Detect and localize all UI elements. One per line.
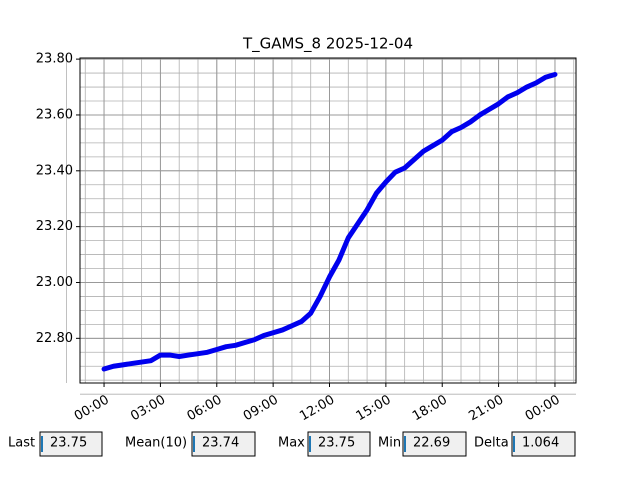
y-tick-label: 22.80 xyxy=(36,331,73,346)
stat-box xyxy=(307,431,371,457)
stat-label: Delta xyxy=(474,436,509,451)
stat-box xyxy=(191,431,256,457)
data-line xyxy=(101,71,558,372)
x-tick-label: 00:00 xyxy=(523,393,563,425)
x-tick-label: 06:00 xyxy=(185,393,225,425)
stat-label: Min xyxy=(378,436,401,451)
stat-value: 23.75 xyxy=(50,436,87,451)
stat-value: 22.69 xyxy=(413,436,450,451)
stat-value: 23.74 xyxy=(202,436,239,451)
stat-value: 1.064 xyxy=(522,436,559,451)
x-tick-label: 21:00 xyxy=(466,393,506,425)
x-tick-label: 00:00 xyxy=(72,393,112,425)
stat-box xyxy=(511,431,576,457)
stat-label: Mean(10) xyxy=(125,436,187,451)
y-tick-label: 23.00 xyxy=(36,275,73,290)
x-tick-label: 15:00 xyxy=(354,393,394,425)
stat-label: Last xyxy=(8,436,35,451)
x-tick-label: 03:00 xyxy=(128,393,168,425)
y-tick-label: 23.80 xyxy=(36,52,73,67)
stat-value: 23.75 xyxy=(318,436,355,451)
y-tick-label: 23.20 xyxy=(36,219,73,234)
y-tick-label: 23.40 xyxy=(36,163,73,178)
x-tick-label: 18:00 xyxy=(410,393,450,425)
y-tick-label: 23.60 xyxy=(36,107,73,122)
x-tick-label: 12:00 xyxy=(297,393,337,425)
stat-box xyxy=(39,431,103,457)
stat-label: Max xyxy=(278,436,305,451)
x-tick-label: 09:00 xyxy=(241,393,281,425)
chart-title: T_GAMS_8 2025-12-04 xyxy=(242,35,413,54)
plot-frame xyxy=(79,57,577,384)
stat-box xyxy=(402,431,467,457)
